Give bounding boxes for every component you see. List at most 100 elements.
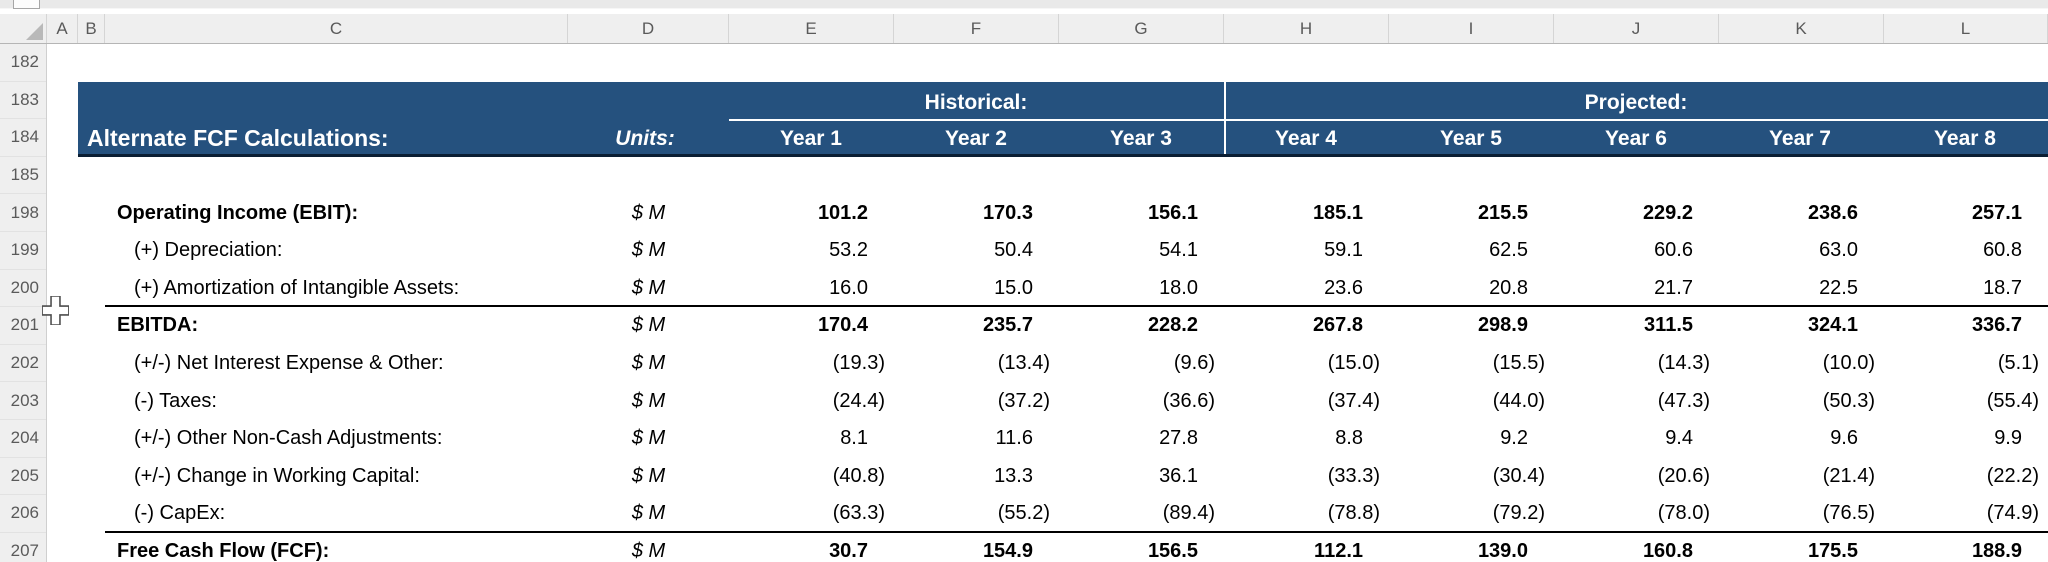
year-header-2[interactable]: Year 2 [945,126,1007,150]
value-cell-year5[interactable]: (15.5) [1492,352,1545,375]
value-cell-year3[interactable]: (36.6) [1162,389,1215,412]
row-header-198[interactable]: 198 [0,194,46,232]
row-header-203[interactable]: 203 [0,382,46,420]
value-cell-year7[interactable]: 238.6 [1807,201,1858,224]
value-cell-year7[interactable]: (21.4) [1822,464,1875,487]
value-cell-year5[interactable]: (30.4) [1492,464,1545,487]
value-cell-year4[interactable]: (33.3) [1327,464,1380,487]
year-header-3[interactable]: Year 3 [1110,126,1172,150]
value-cell-year5[interactable]: 298.9 [1477,314,1528,337]
row-header-200[interactable]: 200 [0,270,46,308]
value-cell-year5[interactable]: 9.2 [1500,427,1528,450]
table-title[interactable]: Alternate FCF Calculations: [87,124,389,151]
value-cell-year1[interactable]: (24.4) [832,389,885,412]
row-label[interactable]: (+) Amortization of Intangible Assets: [134,276,460,299]
value-cell-year6[interactable]: 311.5 [1644,314,1693,337]
value-cell-year4[interactable]: 185.1 [1312,201,1363,224]
value-cell-year5[interactable]: 62.5 [1489,239,1528,262]
value-cell-year6[interactable]: (78.0) [1657,502,1710,525]
row-label[interactable]: EBITDA: [117,314,199,337]
empty-cell[interactable] [47,533,105,562]
units-cell[interactable]: $ M [631,427,666,450]
column-header-a[interactable]: A [47,14,78,43]
year-header-4[interactable]: Year 4 [1275,126,1337,150]
value-cell-year7[interactable]: (10.0) [1822,352,1875,375]
empty-cell[interactable] [47,345,105,383]
group-header-projected[interactable]: Projected: [1584,90,1688,114]
row-label[interactable]: (+/-) Net Interest Expense & Other: [134,352,444,375]
column-header-f[interactable]: F [894,14,1059,43]
column-header-c[interactable]: C [105,14,568,43]
value-cell-year6[interactable]: 60.6 [1654,239,1693,262]
value-cell-year3[interactable]: (89.4) [1162,502,1215,525]
row-header-201[interactable]: 201 [0,307,46,345]
column-header-g[interactable]: G [1059,14,1224,43]
units-cell[interactable]: $ M [631,389,666,412]
value-cell-year6[interactable]: (20.6) [1657,464,1710,487]
column-header-e[interactable]: E [729,14,894,43]
empty-cell[interactable] [47,382,105,420]
column-header-h[interactable]: H [1224,14,1389,43]
value-cell-year6[interactable]: 21.7 [1654,276,1693,299]
value-cell-year8[interactable]: 336.7 [1971,314,2022,337]
value-cell-year2[interactable]: (13.4) [997,352,1050,375]
units-cell[interactable]: $ M [631,314,666,337]
value-cell-year3[interactable]: 18.0 [1159,276,1198,299]
row-label[interactable]: (-) CapEx: [134,502,226,525]
value-cell-year3[interactable]: 156.5 [1147,540,1198,562]
value-cell-year1[interactable]: 170.4 [817,314,868,337]
value-cell-year7[interactable]: 175.5 [1807,540,1858,562]
value-cell-year2[interactable]: 13.3 [994,464,1033,487]
value-cell-year6[interactable]: 9.4 [1665,427,1693,450]
units-cell[interactable]: $ M [631,502,666,525]
value-cell-year4[interactable]: (78.8) [1327,502,1380,525]
year-header-8[interactable]: Year 8 [1934,126,1996,150]
empty-cell[interactable] [47,495,105,533]
column-header-d[interactable]: D [568,14,729,43]
value-cell-year4[interactable]: 8.8 [1335,427,1363,450]
row-label[interactable]: (+) Depreciation: [134,239,283,262]
value-cell-year1[interactable]: 53.2 [829,239,868,262]
value-cell-year4[interactable]: (15.0) [1327,352,1380,375]
value-cell-year8[interactable]: (55.4) [1986,389,2039,412]
value-cell-year8[interactable]: 60.8 [1983,239,2022,262]
group-header-historical[interactable]: Historical: [924,90,1028,114]
value-cell-year2[interactable]: (55.2) [997,502,1050,525]
row-label[interactable]: (+/-) Other Non-Cash Adjustments: [134,427,443,450]
column-header-j[interactable]: J [1554,14,1719,43]
value-cell-year2[interactable]: 154.9 [982,540,1033,562]
value-cell-year1[interactable]: 101.2 [817,201,868,224]
value-cell-year8[interactable]: (5.1) [1997,352,2039,375]
row-label[interactable]: Free Cash Flow (FCF): [117,540,330,562]
units-cell[interactable]: $ M [631,239,666,262]
value-cell-year5[interactable]: 139.0 [1477,540,1528,562]
value-cell-year3[interactable]: 228.2 [1147,314,1198,337]
value-cell-year3[interactable]: 54.1 [1159,239,1198,262]
value-cell-year8[interactable]: (22.2) [1986,464,2039,487]
value-cell-year4[interactable]: 112.1 [1314,540,1363,562]
value-cell-year5[interactable]: (44.0) [1492,389,1545,412]
select-all-corner[interactable] [0,14,47,43]
row-header-204[interactable]: 204 [0,420,46,458]
column-header-k[interactable]: K [1719,14,1884,43]
value-cell-year4[interactable]: 267.8 [1312,314,1363,337]
row-header-206[interactable]: 206 [0,495,46,533]
value-cell-year7[interactable]: 22.5 [1819,276,1858,299]
value-cell-year6[interactable]: (47.3) [1657,389,1710,412]
row-header-202[interactable]: 202 [0,345,46,383]
row-header-199[interactable]: 199 [0,232,46,270]
value-cell-year3[interactable]: (9.6) [1173,352,1215,375]
value-cell-year3[interactable]: 36.1 [1159,464,1198,487]
empty-cell[interactable] [47,458,105,496]
row-header-183[interactable]: 183 [0,82,46,120]
value-cell-year4[interactable]: 59.1 [1324,239,1363,262]
row-label[interactable]: Operating Income (EBIT): [117,201,359,224]
empty-cell[interactable] [47,232,105,270]
row-label[interactable]: (+/-) Change in Working Capital: [134,464,420,487]
value-cell-year7[interactable]: 324.1 [1807,314,1858,337]
value-cell-year4[interactable]: 23.6 [1324,276,1363,299]
empty-cell[interactable] [47,194,105,232]
value-cell-year4[interactable]: (37.4) [1327,389,1380,412]
value-cell-year8[interactable]: 188.9 [1971,540,2022,562]
column-header-i[interactable]: I [1389,14,1554,43]
